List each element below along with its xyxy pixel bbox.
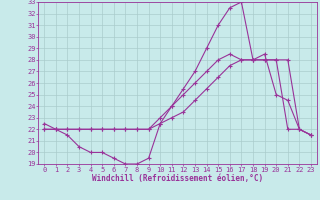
X-axis label: Windchill (Refroidissement éolien,°C): Windchill (Refroidissement éolien,°C) xyxy=(92,174,263,183)
